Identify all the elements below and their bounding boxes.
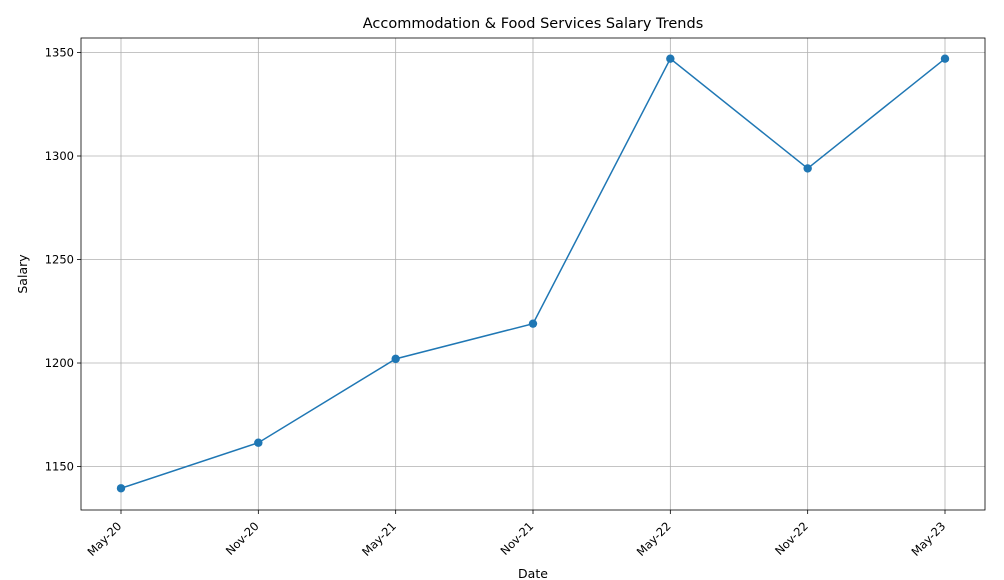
series	[116, 54, 950, 493]
x-axis-label: Date	[518, 566, 548, 580]
y-tick-label: 1350	[45, 45, 74, 59]
data-point	[528, 319, 538, 328]
data-point	[391, 354, 400, 364]
x-tick-label: Nov-21	[497, 519, 536, 558]
y-tick-label: 1200	[45, 356, 74, 370]
y-tick-label: 1250	[45, 253, 74, 267]
data-point	[940, 54, 950, 63]
x-tick-label: Nov-20	[223, 519, 262, 558]
data-point	[116, 484, 126, 493]
grid	[81, 38, 985, 510]
data-point	[666, 54, 675, 63]
x-tick-label: May-20	[84, 519, 124, 559]
y-tick-label: 1150	[45, 460, 74, 474]
data-point	[254, 438, 263, 447]
data-point	[803, 164, 812, 173]
y-axis-label: Salary	[15, 254, 30, 294]
x-tick-label: May-22	[634, 519, 674, 559]
x-tick-label: May-23	[908, 519, 948, 559]
x-tick-label: May-21	[359, 519, 399, 559]
x-axis-ticks: May-20 Nov-20 May-21 Nov-21 May-22 Nov-22 May-…	[84, 510, 948, 559]
x-tick-label: Nov-22	[772, 519, 811, 558]
chart-title: Accommodation & Food Services Salary Tre…	[363, 16, 704, 32]
y-tick-label: 1300	[45, 149, 74, 163]
y-axis-ticks: 1150 1200 1250 1300 1350	[45, 45, 81, 474]
